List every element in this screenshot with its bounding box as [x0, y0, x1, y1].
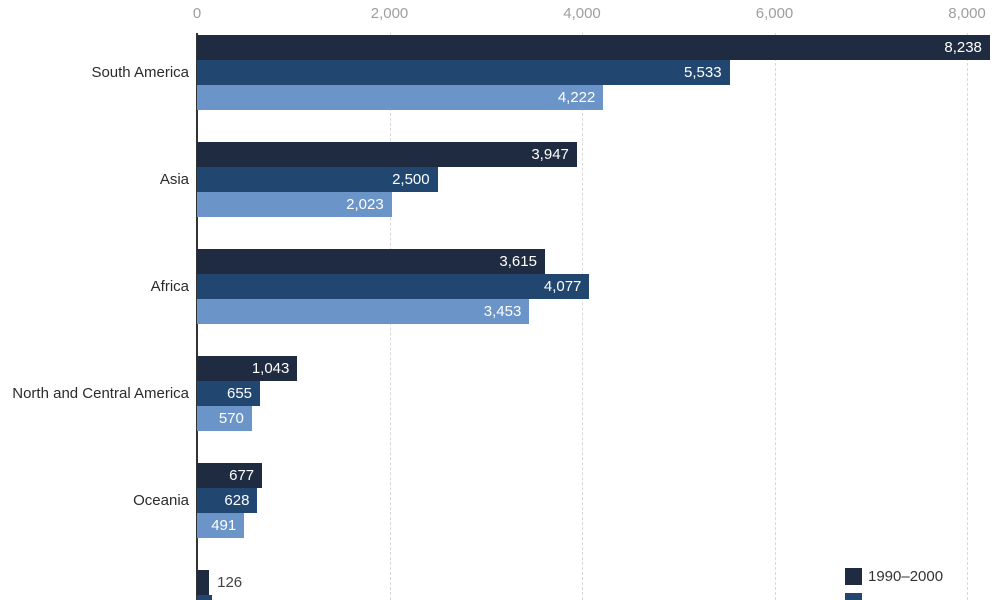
bar — [197, 595, 213, 600]
chart-legend: 1990–2000 — [845, 568, 943, 600]
bar — [197, 356, 298, 381]
bar — [197, 60, 730, 85]
bar — [197, 35, 990, 60]
gridline — [774, 33, 776, 600]
x-axis-tick-label: 6,000 — [755, 5, 794, 22]
legend-swatch — [845, 568, 862, 585]
bar-value-label: 4,222 — [557, 89, 596, 106]
category-label: South America — [91, 64, 189, 81]
bar-value-label: 4,077 — [543, 278, 582, 295]
legend-item: 1990–2000 — [845, 568, 943, 585]
x-axis-tick-label: 8,000 — [948, 5, 986, 22]
category-label: North and Central America — [12, 385, 189, 402]
bar-value-label: 3,615 — [499, 253, 537, 270]
legend-item — [845, 593, 943, 600]
bar — [197, 167, 438, 192]
bar — [197, 570, 210, 595]
bar-value-label: 2,023 — [346, 196, 384, 213]
bar — [197, 406, 252, 431]
x-axis-tick-label: 0 — [192, 5, 202, 22]
bar — [197, 85, 604, 110]
bar — [197, 463, 263, 488]
bar-value-label: 5,533 — [684, 64, 722, 81]
bar-value-label: 677 — [229, 467, 255, 484]
legend-swatch — [845, 593, 862, 600]
bar — [197, 249, 545, 274]
bar — [197, 274, 590, 299]
bar-value-label: 8,238 — [944, 39, 982, 56]
bar — [197, 192, 392, 217]
bar — [197, 381, 261, 406]
x-axis-tick-label: 4,000 — [563, 5, 601, 22]
bar-value-label: 3,947 — [531, 146, 569, 163]
gridline — [582, 33, 583, 600]
bar — [197, 299, 530, 324]
category-label: Oceania — [133, 492, 189, 509]
bar — [197, 513, 245, 538]
bar-value-label: 126 — [217, 574, 243, 591]
bar-value-label: 570 — [218, 410, 244, 427]
x-axis-tick-label: 2,000 — [370, 5, 409, 22]
bar — [197, 142, 577, 167]
bar — [197, 488, 258, 513]
category-label: Asia — [159, 171, 189, 188]
legend-label: 1990–2000 — [868, 568, 944, 585]
gridline — [967, 33, 968, 600]
bar-value-label: 628 — [224, 492, 250, 509]
bar-value-label: 655 — [227, 385, 253, 402]
bar-value-label: 3,453 — [483, 303, 522, 320]
category-label: Africa — [150, 278, 189, 295]
bar-value-label: 1,043 — [251, 360, 290, 377]
bar-value-label: 491 — [211, 517, 237, 534]
bar-value-label: 2,500 — [392, 171, 430, 188]
